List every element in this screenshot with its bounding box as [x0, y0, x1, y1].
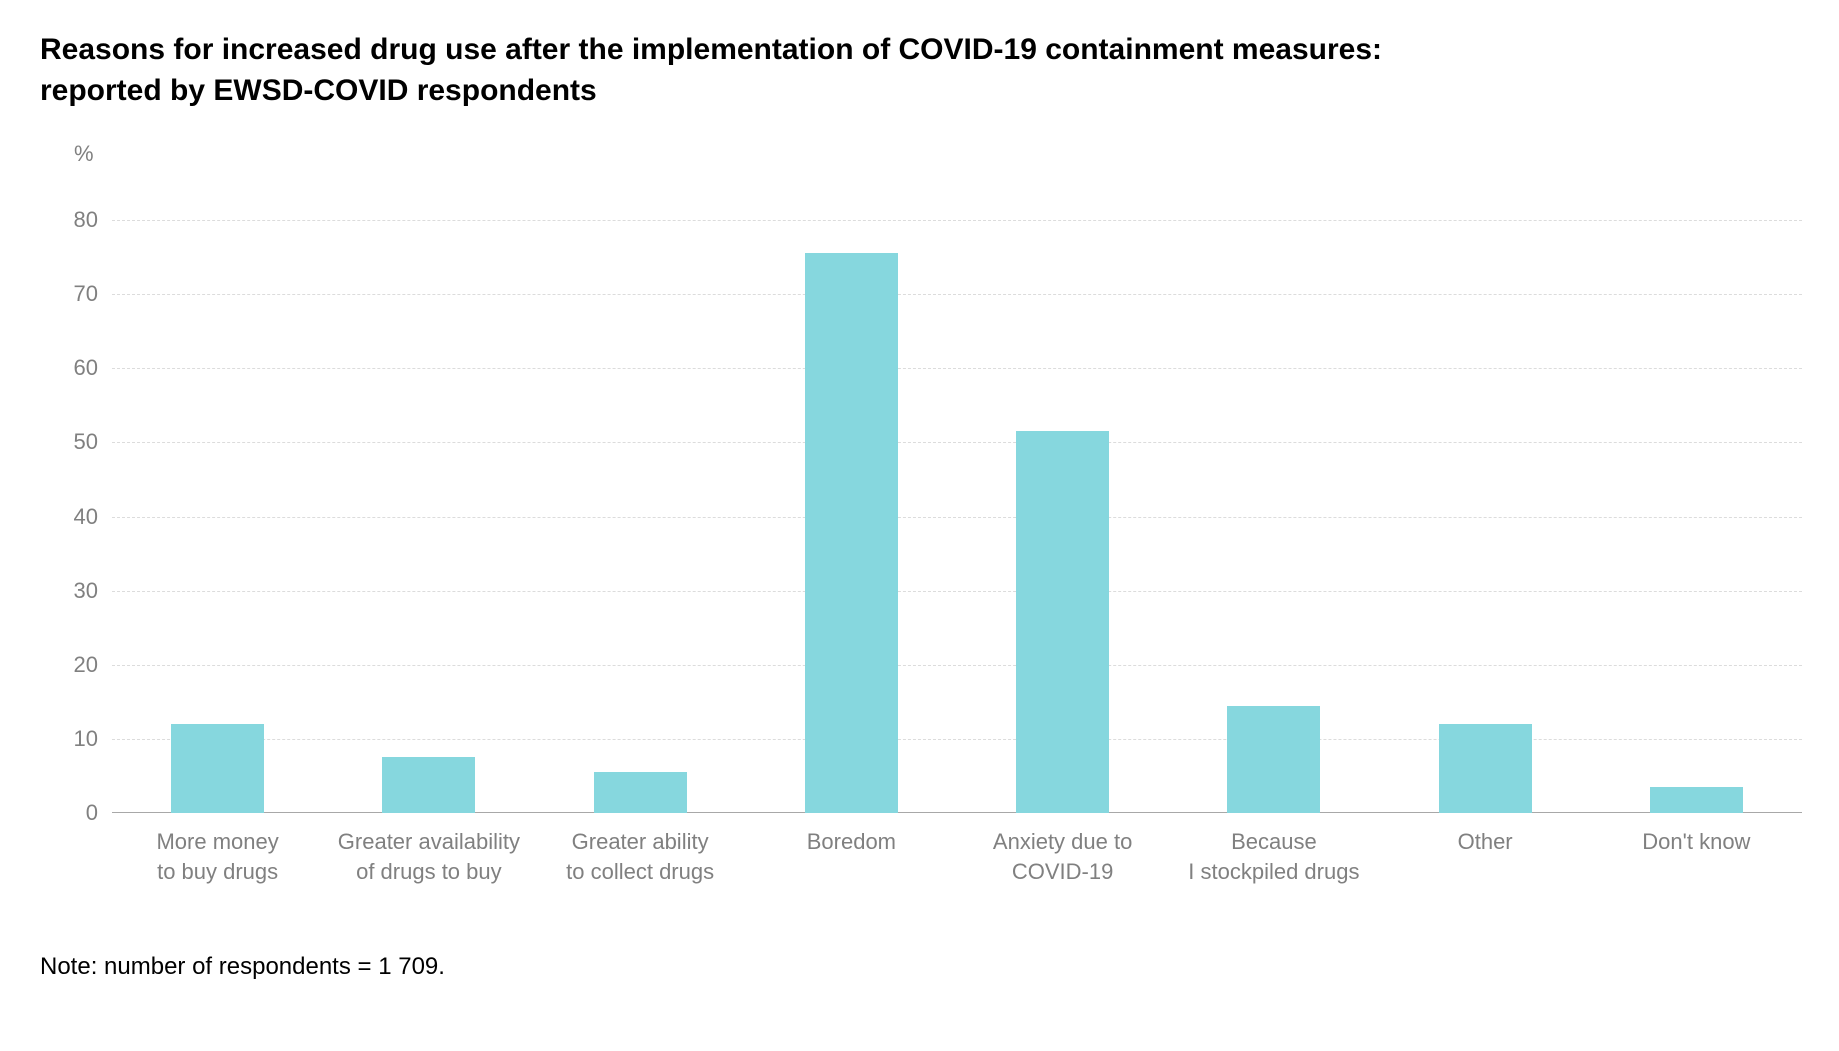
y-tick-label: 60 [74, 355, 112, 381]
x-tick-label: Boredom [746, 817, 957, 917]
plot-area: 01020304050607080 [112, 183, 1802, 813]
bar [1227, 706, 1320, 813]
x-tick-label: Other [1380, 817, 1591, 917]
x-tick-label: Don't know [1591, 817, 1802, 917]
bar [1439, 724, 1532, 813]
y-tick-label: 20 [74, 652, 112, 678]
bar-column [112, 183, 323, 813]
bar-column [323, 183, 534, 813]
x-axis-labels: More money to buy drugsGreater availabil… [112, 817, 1802, 917]
bar-column [1591, 183, 1802, 813]
bar [382, 757, 475, 813]
x-tick-label: More money to buy drugs [112, 817, 323, 917]
y-tick-label: 40 [74, 504, 112, 530]
chart-title-line2: reported by EWSD-COVID respondents [40, 74, 597, 107]
y-axis-unit-label: % [74, 141, 94, 167]
x-tick-label: Because I stockpiled drugs [1168, 817, 1379, 917]
bars-group [112, 183, 1802, 813]
bar [594, 772, 687, 813]
y-tick-label: 70 [74, 281, 112, 307]
bar-column [1380, 183, 1591, 813]
x-tick-label: Greater availability of drugs to buy [323, 817, 534, 917]
y-tick-label: 80 [74, 207, 112, 233]
chart-title: Reasons for increased drug use after the… [40, 30, 1799, 111]
chart-note: Note: number of respondents = 1 709. [40, 953, 445, 981]
bar-column [746, 183, 957, 813]
bar [805, 253, 898, 813]
bar-column [957, 183, 1168, 813]
y-tick-label: 50 [74, 429, 112, 455]
bar-column [1168, 183, 1379, 813]
bar-chart: % 01020304050607080 More money to buy dr… [40, 149, 1799, 917]
x-tick-label: Greater ability to collect drugs [535, 817, 746, 917]
bar [171, 724, 264, 813]
y-tick-label: 0 [86, 800, 112, 826]
bar [1650, 787, 1743, 813]
chart-title-line1: Reasons for increased drug use after the… [40, 33, 1382, 66]
bar [1016, 431, 1109, 813]
chart-container: Reasons for increased drug use after the… [0, 0, 1839, 1051]
bar-column [535, 183, 746, 813]
y-tick-label: 30 [74, 578, 112, 604]
x-tick-label: Anxiety due to COVID-19 [957, 817, 1168, 917]
y-tick-label: 10 [74, 726, 112, 752]
